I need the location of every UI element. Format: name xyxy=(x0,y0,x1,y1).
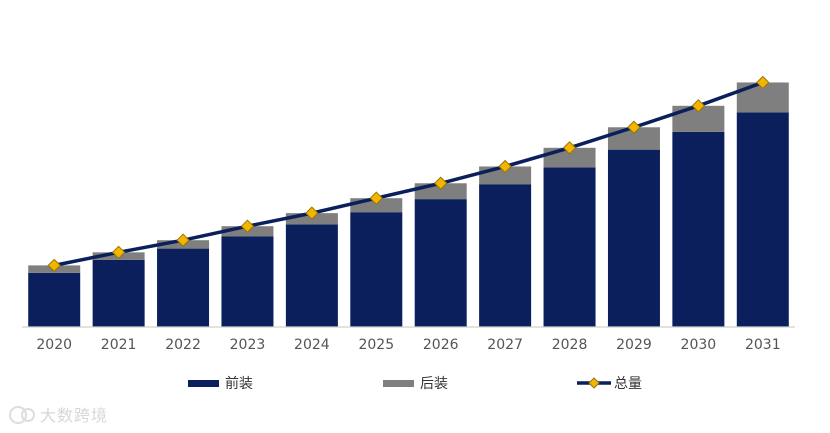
bars-layer xyxy=(28,82,789,327)
bar-front-2020 xyxy=(28,272,81,327)
legend-item-2: 总量 xyxy=(577,376,642,392)
x-tick-label: 2029 xyxy=(616,337,652,353)
total-marker-2025 xyxy=(369,191,383,205)
legend-label: 前装 xyxy=(225,375,253,392)
legend-swatch xyxy=(383,380,414,387)
total-marker-2028 xyxy=(562,141,577,155)
bar-front-2026 xyxy=(414,199,467,327)
total-marker-2023 xyxy=(240,219,255,233)
x-tick-label: 2026 xyxy=(423,337,459,353)
bar-front-2023 xyxy=(221,236,274,327)
total-marker-2031 xyxy=(756,75,770,90)
total-marker-2022 xyxy=(176,233,190,247)
x-tick-label: 2020 xyxy=(36,337,72,353)
x-tick-labels: 2020 2021 2022 2023 2024 2025 2026 2027 2028 2029… xyxy=(36,337,780,353)
total-marker-2024 xyxy=(305,206,319,220)
bar-front-2030 xyxy=(672,131,725,327)
bar-front-2029 xyxy=(607,149,660,327)
watermark: 大数跨境 xyxy=(9,406,108,425)
x-tick-label: 2023 xyxy=(230,337,266,353)
bar-front-2031 xyxy=(736,112,789,327)
bar-front-2027 xyxy=(479,184,532,327)
x-tick-label: 2027 xyxy=(487,337,523,353)
legend-label: 总量 xyxy=(614,376,642,392)
legend-swatch-marker xyxy=(588,377,600,389)
total-line xyxy=(53,80,764,268)
x-tick-label: 2030 xyxy=(681,337,717,353)
total-marker-2027 xyxy=(498,159,512,174)
legend-label: 后装 xyxy=(420,376,448,392)
total-marker-2030 xyxy=(691,99,706,113)
x-tick-label: 2022 xyxy=(165,337,201,353)
watermark-text: 大数跨境 xyxy=(40,406,108,425)
bar-front-2024 xyxy=(285,224,338,327)
x-tick-label: 2028 xyxy=(552,337,588,353)
total-marker-2029 xyxy=(627,120,641,134)
legend-item-1: 后装 xyxy=(383,376,448,392)
total-marker-2021 xyxy=(111,245,126,260)
legend: 前装 后装 总量 xyxy=(188,375,642,392)
x-tick-label: 2021 xyxy=(101,337,137,353)
legend-item-0: 前装 xyxy=(188,375,253,392)
legend-swatch xyxy=(188,380,219,387)
total-marker-2020 xyxy=(47,258,61,273)
x-tick-label: 2031 xyxy=(745,337,781,353)
total-marker-2026 xyxy=(434,176,448,190)
bar-front-2025 xyxy=(350,212,403,327)
x-tick-label: 2025 xyxy=(358,337,394,353)
line-layer xyxy=(47,75,770,273)
x-tick-label: 2024 xyxy=(294,337,330,353)
watermark-logo-icon xyxy=(9,406,35,424)
bar-front-2021 xyxy=(92,259,145,327)
bar-front-2022 xyxy=(157,248,210,327)
bar-front-2028 xyxy=(543,167,596,327)
